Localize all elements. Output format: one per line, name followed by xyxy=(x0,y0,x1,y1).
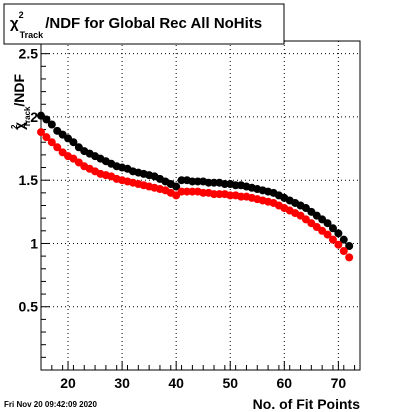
series-layer xyxy=(37,111,354,262)
x-tick-label: 70 xyxy=(331,375,347,391)
data-point xyxy=(323,219,332,228)
data-point xyxy=(47,138,56,147)
y-tick-label: 0.5 xyxy=(19,299,39,315)
x-axis-title: No. of Fit Points xyxy=(253,396,361,412)
data-point xyxy=(53,143,62,152)
x-tick-label: 20 xyxy=(60,375,76,391)
data-point xyxy=(339,235,348,244)
axis-ticks xyxy=(40,53,356,370)
data-point xyxy=(323,230,332,239)
x-tick-labels: 20 30 40 50 60 70 xyxy=(60,375,346,391)
y-tick-label: 1 xyxy=(30,235,38,251)
title-box xyxy=(3,3,285,45)
series-1 xyxy=(37,128,354,262)
data-point xyxy=(37,128,45,137)
y-tick-label: 2 xyxy=(30,109,38,125)
data-point xyxy=(339,247,348,256)
chart-title-symbol: χ xyxy=(10,15,19,32)
chart-title-subscript: Track xyxy=(20,30,45,40)
data-point xyxy=(42,115,51,124)
y-axis-title-rest: /NDF xyxy=(11,73,27,106)
y-axis-title-superscript: 2 xyxy=(10,124,19,129)
y-axis-title-subscript: Track xyxy=(23,106,32,127)
series-0 xyxy=(37,111,354,250)
x-tick-label: 60 xyxy=(277,375,293,391)
data-point xyxy=(328,224,337,233)
chart-title-rest: /NDF for Global Rec All NoHits xyxy=(45,15,262,32)
y-tick-label: 1.5 xyxy=(19,172,39,188)
y-tick-labels: 0.5 1 1.5 2 2.5 xyxy=(19,46,39,315)
y-axis-title: χ2 Track/NDF xyxy=(10,73,32,130)
y-tick-label: 2.5 xyxy=(19,46,39,62)
data-point xyxy=(328,235,337,244)
chart-title: χ2 Track/NDF for Global Rec All NoHits xyxy=(10,10,262,40)
data-point xyxy=(345,241,354,250)
data-point xyxy=(47,120,56,129)
data-point xyxy=(42,133,51,142)
x-tick-label: 30 xyxy=(114,375,130,391)
x-tick-label: 40 xyxy=(168,375,184,391)
y-axis-title-symbol: χ xyxy=(11,122,27,130)
data-point xyxy=(334,240,343,249)
data-point xyxy=(69,138,78,147)
timestamp: Fri Nov 20 09:42:09 2020 xyxy=(4,400,97,409)
data-point xyxy=(345,253,354,262)
x-tick-label: 50 xyxy=(222,375,238,391)
chart-title-superscript: 2 xyxy=(19,10,24,20)
data-point xyxy=(172,182,181,191)
data-point xyxy=(334,229,343,238)
